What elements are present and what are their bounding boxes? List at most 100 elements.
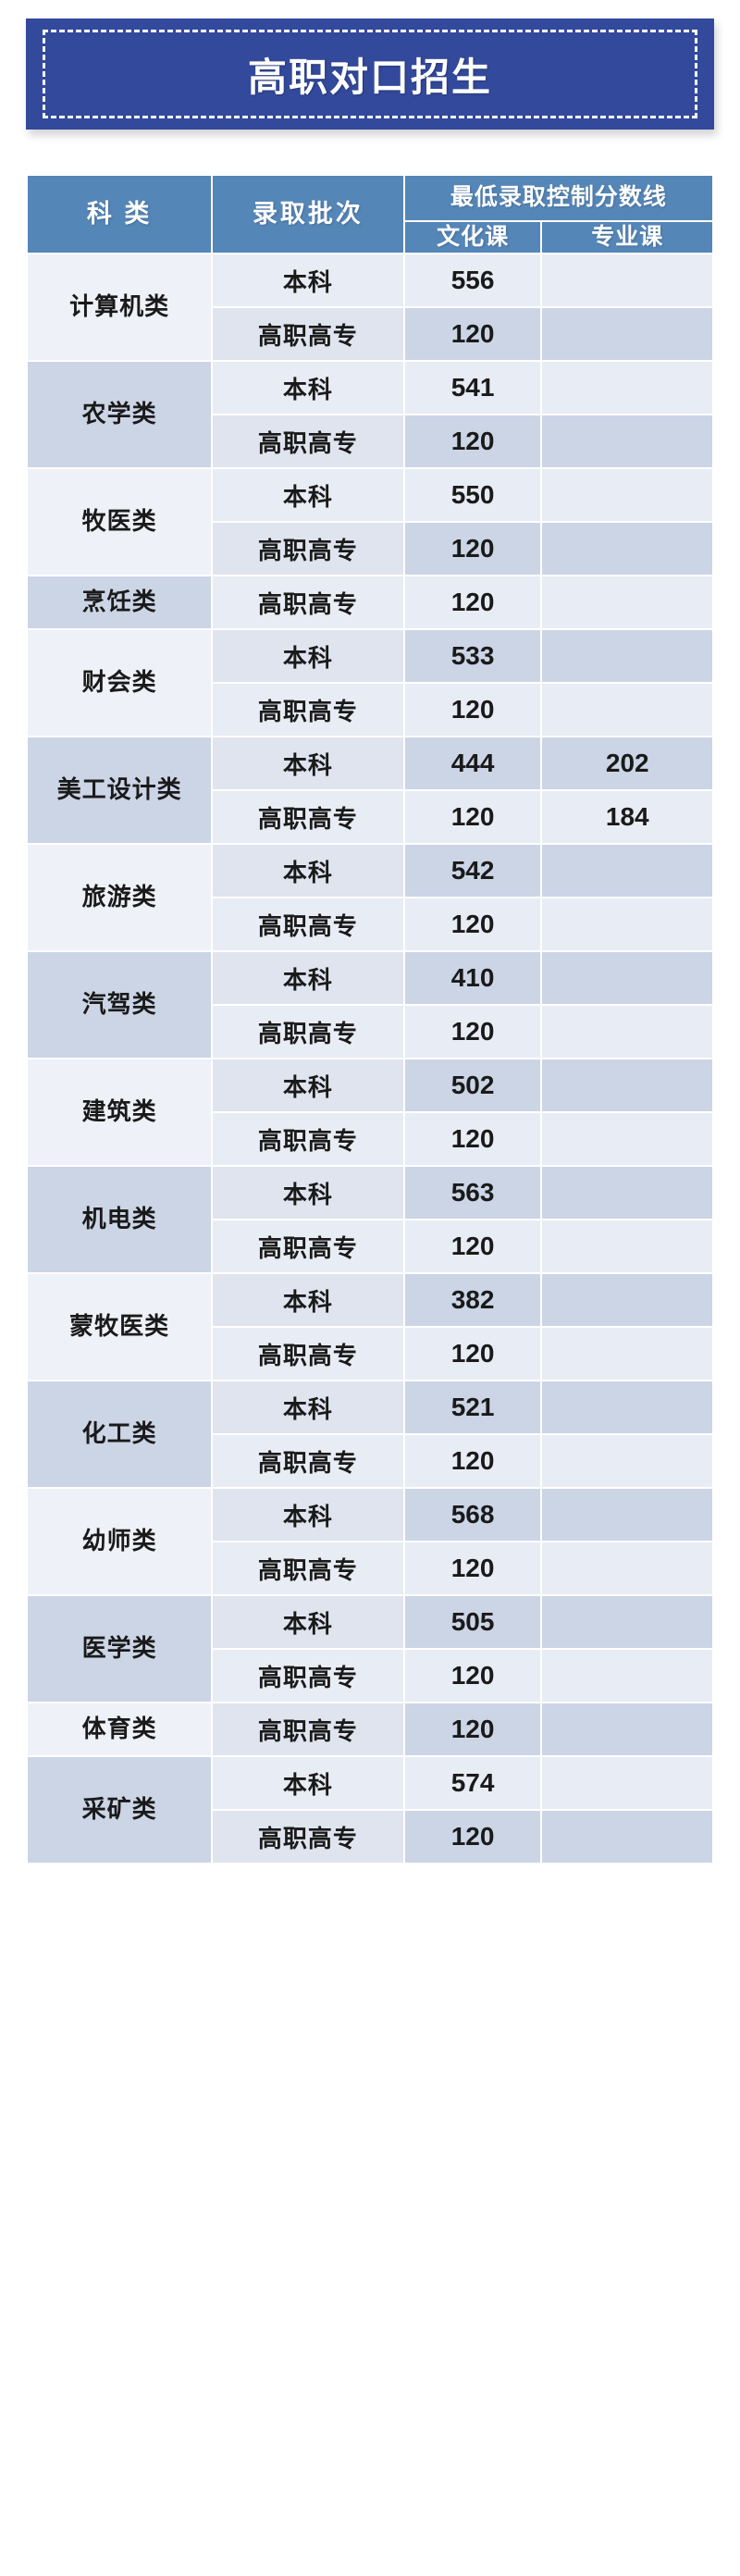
cell-major-score xyxy=(542,415,712,468)
cell-category: 采矿类 xyxy=(28,1757,212,1864)
table-row: 高职高专 120 xyxy=(28,415,712,468)
cell-culture-score: 444 xyxy=(404,737,541,790)
cell-category: 汽驾类 xyxy=(28,952,212,1059)
table-row: 旅游类 本科 542 xyxy=(28,845,712,951)
cell-culture-score: 556 xyxy=(404,254,541,307)
score-table-section: 科 类 录取批次 最低录取控制分数线 文化课 专业课 计算机类 本科 556 高职高专… xyxy=(0,130,740,1901)
cell-culture-score: 120 xyxy=(404,1328,541,1381)
page-banner: 高职对口招生 xyxy=(26,19,714,130)
cell-batch: 本科 xyxy=(213,737,403,790)
cell-major-score xyxy=(542,576,712,629)
cell-batch: 高职高专 xyxy=(213,1435,403,1488)
table-row: 高职高专 120 xyxy=(28,1542,712,1595)
cell-culture-score: 120 xyxy=(404,415,541,468)
cell-batch: 本科 xyxy=(213,362,403,415)
cell-culture-score: 574 xyxy=(404,1757,541,1810)
cell-batch: 高职高专 xyxy=(213,898,403,951)
banner-section: 高职对口招生 xyxy=(0,0,740,130)
cell-culture-score: 120 xyxy=(404,791,541,844)
cell-batch: 高职高专 xyxy=(213,1703,403,1756)
cell-major-score xyxy=(542,308,712,361)
table-row: 高职高专 120 xyxy=(28,1220,712,1273)
cell-major-score xyxy=(542,1650,712,1703)
cell-batch: 高职高专 xyxy=(213,1811,403,1864)
cell-batch: 本科 xyxy=(213,1167,403,1220)
cell-major-score xyxy=(542,469,712,522)
cell-culture-score: 120 xyxy=(404,1811,541,1864)
cell-major-score xyxy=(542,1757,712,1810)
column-header-culture: 文化课 xyxy=(404,221,541,254)
cell-category: 烹饪类 xyxy=(28,576,212,629)
cell-batch: 高职高专 xyxy=(213,308,403,361)
cell-culture-score: 541 xyxy=(404,362,541,415)
cell-category: 化工类 xyxy=(28,1381,212,1488)
table-row: 高职高专 120 xyxy=(28,1006,712,1059)
table-row: 高职高专 120 xyxy=(28,1650,712,1703)
cell-culture-score: 568 xyxy=(404,1489,541,1542)
table-row: 高职高专 120 xyxy=(28,523,712,576)
table-row: 采矿类 本科 574 xyxy=(28,1757,712,1864)
cell-batch: 高职高专 xyxy=(213,415,403,468)
cell-category: 牧医类 xyxy=(28,469,212,576)
cell-major-score xyxy=(542,1113,712,1166)
cell-category: 旅游类 xyxy=(28,845,212,951)
cell-batch: 本科 xyxy=(213,1059,403,1112)
cell-category: 农学类 xyxy=(28,362,212,468)
cell-batch: 本科 xyxy=(213,469,403,522)
cell-category: 机电类 xyxy=(28,1167,212,1273)
table-row: 体育类 高职高专 120 xyxy=(28,1703,712,1756)
cell-major-score xyxy=(542,1006,712,1059)
cell-culture-score: 505 xyxy=(404,1596,541,1649)
table-row: 计算机类 本科 556 xyxy=(28,254,712,361)
cell-batch: 高职高专 xyxy=(213,523,403,576)
cell-category: 幼师类 xyxy=(28,1489,212,1595)
cell-batch: 本科 xyxy=(213,1274,403,1327)
table-row: 美工设计类 本科 444 202 xyxy=(28,737,712,844)
cell-category: 建筑类 xyxy=(28,1059,212,1166)
table-header-row-2: 文化课 专业课 xyxy=(28,221,712,254)
table-head: 科 类 录取批次 最低录取控制分数线 文化课 专业课 xyxy=(28,176,712,254)
cell-major-score xyxy=(542,1167,712,1220)
cell-culture-score: 120 xyxy=(404,1703,541,1756)
cell-culture-score: 502 xyxy=(404,1059,541,1112)
page-title: 高职对口招生 xyxy=(247,55,492,99)
cell-category: 蒙牧医类 xyxy=(28,1274,212,1381)
cell-batch: 高职高专 xyxy=(213,1006,403,1059)
table-row: 机电类 本科 563 xyxy=(28,1167,712,1273)
table-row: 幼师类 本科 568 xyxy=(28,1489,712,1595)
cell-batch: 高职高专 xyxy=(213,576,403,629)
cell-major-score xyxy=(542,362,712,415)
cell-major-score xyxy=(542,1381,712,1434)
cell-major-score xyxy=(542,630,712,683)
table-row: 高职高专 120 xyxy=(28,1811,712,1864)
cell-major-score xyxy=(542,1703,712,1756)
cell-culture-score: 542 xyxy=(404,845,541,898)
cell-culture-score: 533 xyxy=(404,630,541,683)
table-body: 计算机类 本科 556 高职高专 120 农学类 本科 541 高职高专 120 牧医类 本科 550 高… xyxy=(28,254,712,1864)
cell-category: 医学类 xyxy=(28,1596,212,1703)
cell-batch: 高职高专 xyxy=(213,791,403,844)
table-row: 高职高专 120 xyxy=(28,898,712,951)
cell-batch: 本科 xyxy=(213,1596,403,1649)
table-row: 汽驾类 本科 410 xyxy=(28,952,712,1059)
cell-batch: 本科 xyxy=(213,254,403,307)
table-row: 高职高专 120 xyxy=(28,308,712,361)
table-row: 高职高专 120 xyxy=(28,1113,712,1166)
cell-culture-score: 120 xyxy=(404,1435,541,1488)
cell-culture-score: 120 xyxy=(404,576,541,629)
cell-major-score xyxy=(542,1328,712,1381)
column-header-category: 科 类 xyxy=(28,176,212,254)
cell-major-score xyxy=(542,952,712,1005)
cell-batch: 本科 xyxy=(213,1757,403,1810)
cell-category: 体育类 xyxy=(28,1703,212,1756)
table-row: 建筑类 本科 502 xyxy=(28,1059,712,1166)
cell-batch: 高职高专 xyxy=(213,1113,403,1166)
cell-category: 计算机类 xyxy=(28,254,212,361)
table-row: 高职高专 120 xyxy=(28,684,712,737)
table-row: 牧医类 本科 550 xyxy=(28,469,712,576)
column-header-major: 专业课 xyxy=(542,221,712,254)
cell-culture-score: 563 xyxy=(404,1167,541,1220)
cell-major-score xyxy=(542,1220,712,1273)
cell-culture-score: 120 xyxy=(404,684,541,737)
cell-category: 财会类 xyxy=(28,630,212,737)
